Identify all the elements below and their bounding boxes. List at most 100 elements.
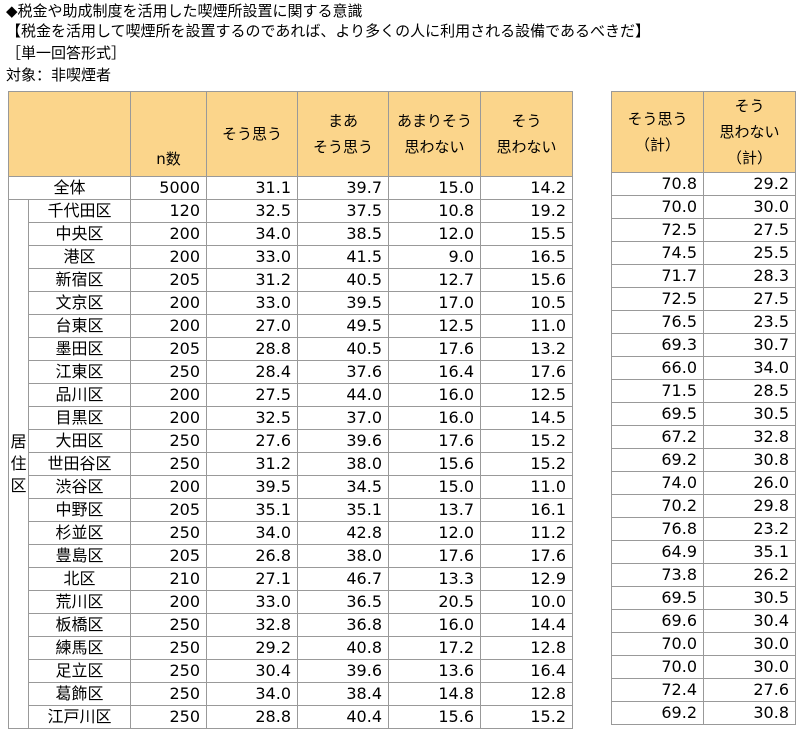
value-cell: 38.0 [297, 452, 389, 476]
summary-value-cell: 73.8 [611, 563, 704, 587]
table-row: 目黒区 200 32.5 37.0 16.0 14.5 [9, 406, 573, 430]
value-cell: 39.7 [297, 176, 389, 200]
table-row: 豊島区 205 26.8 38.0 17.6 17.6 [9, 544, 573, 568]
summary-row: 69.6 30.4 [611, 609, 796, 633]
summary-value-cell: 30.4 [703, 609, 796, 633]
row-label: 墨田区 [28, 337, 131, 361]
summary-value-cell: 70.0 [611, 195, 704, 219]
summary-row: 69.2 30.8 [611, 448, 796, 472]
col-header-agree: そう思う [206, 91, 298, 177]
n-value: 5000 [130, 176, 207, 200]
value-cell: 11.2 [480, 521, 573, 545]
row-label: 世田谷区 [28, 452, 131, 476]
row-label: 板橋区 [28, 613, 131, 637]
col-header-disagree-l1: そう [511, 112, 542, 130]
summary-value-cell: 32.8 [703, 425, 796, 449]
summary-value-cell: 23.5 [703, 310, 796, 334]
survey-title: ◆税金や助成制度を活用した喫煙所設置に関する意識 [6, 2, 363, 20]
value-cell: 17.0 [388, 291, 481, 315]
row-label: 新宿区 [28, 268, 131, 292]
value-cell: 39.6 [297, 659, 389, 683]
value-cell: 38.4 [297, 682, 389, 706]
table-row: 足立区 250 30.4 39.6 13.6 16.4 [9, 659, 573, 683]
value-cell: 46.7 [297, 567, 389, 591]
value-cell: 27.5 [206, 383, 298, 407]
summary-value-cell: 69.3 [611, 333, 704, 357]
value-cell: 19.2 [480, 199, 573, 223]
row-label: 豊島区 [28, 544, 131, 568]
summary-value-cell: 70.0 [611, 632, 704, 656]
value-cell: 13.3 [388, 567, 481, 591]
table-row: 江戸川区 250 28.8 40.4 15.6 15.2 [9, 705, 573, 729]
value-cell: 15.0 [388, 176, 481, 200]
value-cell: 15.2 [480, 429, 573, 453]
row-label: 品川区 [28, 383, 131, 407]
table-row: 新宿区 205 31.2 40.5 12.7 15.6 [9, 268, 573, 292]
value-cell: 31.1 [206, 176, 298, 200]
value-cell: 34.0 [206, 521, 298, 545]
summary-value-cell: 71.7 [611, 264, 704, 288]
table-row: 練馬区 250 29.2 40.8 17.2 12.8 [9, 636, 573, 660]
col-header-somewhat-disagree: あまりそう 思わない [388, 91, 481, 177]
summary-row: 74.5 25.5 [611, 241, 796, 265]
value-cell: 32.5 [206, 199, 298, 223]
value-cell: 9.0 [388, 245, 481, 269]
value-cell: 14.8 [388, 682, 481, 706]
table-row: 荒川区 200 33.0 36.5 20.5 10.0 [9, 590, 573, 614]
value-cell: 49.5 [297, 314, 389, 338]
value-cell: 40.5 [297, 337, 389, 361]
value-cell: 26.8 [206, 544, 298, 568]
value-cell: 14.4 [480, 613, 573, 637]
value-cell: 39.5 [297, 291, 389, 315]
value-cell: 27.0 [206, 314, 298, 338]
value-cell: 16.1 [480, 498, 573, 522]
row-label: 渋谷区 [28, 475, 131, 499]
summary-row: 70.0 30.0 [611, 195, 796, 219]
summary-value-cell: 30.0 [703, 632, 796, 656]
value-cell: 34.0 [206, 682, 298, 706]
header-row: n数 そう思う まあ そう思う あまりそう 思わない そう 思わない [8, 91, 573, 177]
summary-value-cell: 28.3 [703, 264, 796, 288]
col-header-disagree-total-l1: そう [734, 97, 765, 115]
summary-table: そう思う （計） そう 思わない （計） 70.8 29.2 70.0 30.0 72.5 27… [611, 91, 796, 725]
value-cell: 39.6 [297, 429, 389, 453]
table-row: 全体 5000 31.1 39.7 15.0 14.2 [8, 176, 573, 200]
value-cell: 16.4 [480, 659, 573, 683]
summary-row: 70.0 30.0 [611, 655, 796, 679]
value-cell: 33.0 [206, 245, 298, 269]
row-label: 荒川区 [28, 590, 131, 614]
survey-question: 【税金を活用して喫煙所を設置するのであれば、より多くの人に利用される設備であるべ… [6, 22, 650, 40]
summary-value-cell: 72.5 [611, 218, 704, 242]
value-cell: 37.5 [297, 199, 389, 223]
value-cell: 27.6 [206, 429, 298, 453]
table-row: 中野区 205 35.1 35.1 13.7 16.1 [9, 498, 573, 522]
value-cell: 32.8 [206, 613, 298, 637]
table-row: 杉並区 250 34.0 42.8 12.0 11.2 [9, 521, 573, 545]
value-cell: 12.5 [480, 383, 573, 407]
value-cell: 31.2 [206, 268, 298, 292]
value-cell: 41.5 [297, 245, 389, 269]
summary-value-cell: 70.0 [611, 655, 704, 679]
value-cell: 16.0 [388, 383, 481, 407]
value-cell: 40.8 [297, 636, 389, 660]
table-row: 北区 210 27.1 46.7 13.3 12.9 [9, 567, 573, 591]
value-cell: 13.6 [388, 659, 481, 683]
value-cell: 44.0 [297, 383, 389, 407]
summary-value-cell: 27.5 [703, 287, 796, 311]
summary-row: 70.8 29.2 [611, 172, 796, 196]
summary-value-cell: 69.6 [611, 609, 704, 633]
summary-value-cell: 66.0 [611, 356, 704, 380]
table-row: 墨田区 205 28.8 40.5 17.6 13.2 [9, 337, 573, 361]
value-cell: 16.4 [388, 360, 481, 384]
value-cell: 13.7 [388, 498, 481, 522]
row-label: 練馬区 [28, 636, 131, 660]
value-cell: 12.0 [388, 222, 481, 246]
value-cell: 12.8 [480, 636, 573, 660]
value-cell: 16.0 [388, 406, 481, 430]
group-label-char: 居 [10, 432, 27, 451]
table-row: 品川区 200 27.5 44.0 16.0 12.5 [9, 383, 573, 407]
summary-value-cell: 72.4 [611, 678, 704, 702]
summary-value-cell: 25.5 [703, 241, 796, 265]
group-label-char: 区 [10, 476, 27, 495]
value-cell: 28.8 [206, 705, 298, 729]
